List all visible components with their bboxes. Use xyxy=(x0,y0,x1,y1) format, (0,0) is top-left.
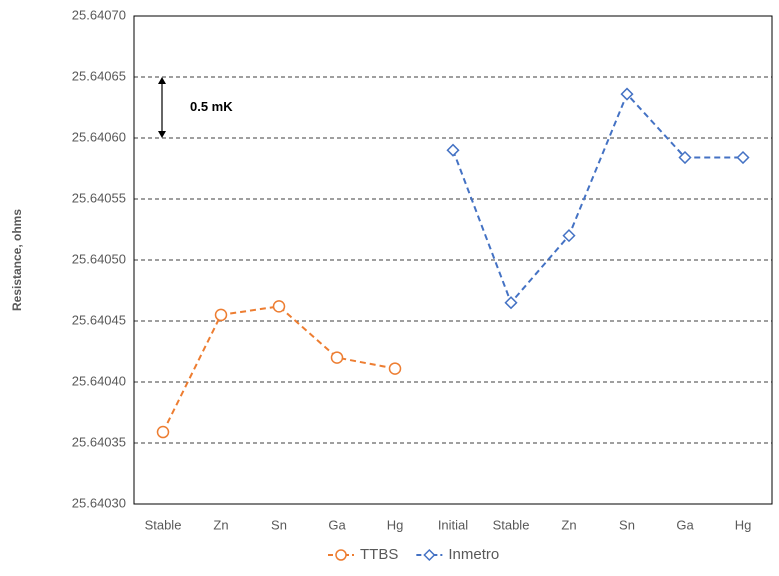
marker xyxy=(678,150,692,165)
legend-label: Inmetro xyxy=(448,546,499,563)
marker xyxy=(272,300,286,313)
x-tick-label: Stable xyxy=(145,517,182,532)
x-tick-label: Ga xyxy=(676,517,694,532)
series-line xyxy=(452,92,743,305)
y-tick-label: 25.64030 xyxy=(72,495,126,510)
y-tick-label: 25.64060 xyxy=(72,129,126,144)
arrow-head xyxy=(158,77,166,138)
y-tick-label: 25.64035 xyxy=(72,434,126,449)
marker xyxy=(562,229,576,243)
annotation-text: 0.5 mK xyxy=(190,99,233,114)
x-tick-label: Hg xyxy=(387,517,404,532)
marker xyxy=(156,425,170,439)
marker xyxy=(736,150,750,165)
marker xyxy=(388,362,402,375)
y-tick-label: 25.64065 xyxy=(72,68,126,83)
legend-label: TTBS xyxy=(360,546,398,563)
x-tick-label: Stable xyxy=(493,517,530,532)
x-tick-label: Ga xyxy=(328,517,346,532)
marker xyxy=(446,143,460,157)
x-tick-label: Sn xyxy=(271,517,287,532)
y-tick-label: 25.64045 xyxy=(72,312,126,327)
legend-marker xyxy=(423,548,436,562)
y-tick-label: 25.64070 xyxy=(72,7,126,22)
x-tick-label: Zn xyxy=(213,517,228,532)
x-tick-label: Sn xyxy=(619,517,635,532)
marker xyxy=(214,308,228,322)
x-tick-label: Initial xyxy=(438,517,468,532)
series-line xyxy=(162,305,396,433)
legend-marker xyxy=(335,549,347,561)
plot-frame xyxy=(133,15,773,505)
marker xyxy=(620,87,634,101)
x-tick-label: Zn xyxy=(561,517,576,532)
y-tick-label: 25.64050 xyxy=(72,251,126,266)
y-axis-label: Resistance, ohms xyxy=(10,209,24,311)
x-tick-label: Hg xyxy=(735,517,752,532)
y-tick-label: 25.64055 xyxy=(72,190,126,205)
marker xyxy=(504,296,518,310)
y-tick-label: 25.64040 xyxy=(72,373,126,388)
marker xyxy=(330,351,344,364)
